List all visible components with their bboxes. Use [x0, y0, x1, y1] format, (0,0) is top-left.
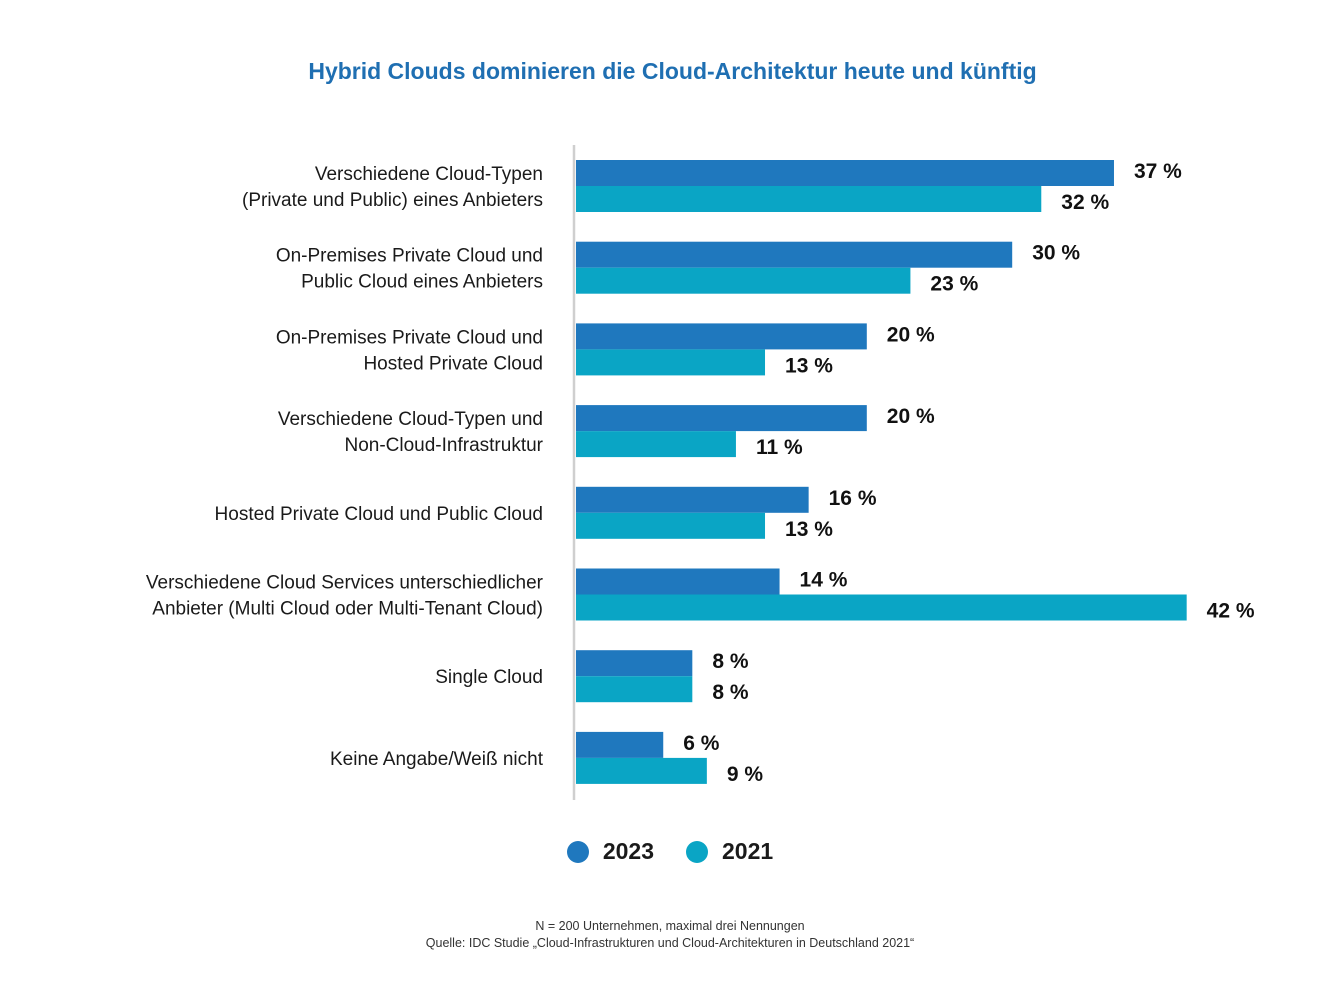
bar-2021 [576, 594, 1187, 621]
category-label: Non-Cloud-Infrastruktur [344, 435, 543, 456]
bar-2021 [576, 349, 766, 376]
value-label-2023: 14 % [800, 569, 848, 592]
legend-label-2023: 2023 [602, 838, 654, 864]
category-label: Hosted Private Cloud [363, 353, 543, 374]
legend: 2023 2021 [0, 838, 1333, 865]
legend-swatch-2023 [566, 840, 589, 863]
legend-item-2021: 2021 [686, 838, 773, 865]
value-label-2021: 13 % [785, 518, 833, 541]
value-label-2023: 30 % [1032, 242, 1080, 265]
category-label: Hosted Private Cloud und Public Cloud [215, 504, 543, 525]
bar-2023 [576, 731, 664, 758]
category-label: Anbieter (Multi Cloud oder Multi-Tenant … [152, 599, 543, 620]
footnote-sample: N = 200 Unternehmen, maximal drei Nennun… [535, 919, 805, 933]
category-label: Keine Angabe/Weiß nicht [330, 749, 544, 770]
value-label-2021: 42 % [1207, 600, 1255, 623]
value-label-2023: 20 % [887, 323, 935, 346]
footnote-source: Quelle: IDC Studie „Cloud-Infrastrukture… [425, 936, 915, 950]
category-label: (Private und Public) eines Anbieters [242, 190, 543, 211]
bar-2023 [576, 323, 867, 350]
bar-2021 [576, 431, 736, 458]
value-label-2023: 20 % [887, 405, 935, 428]
value-label-2021: 8 % [712, 681, 749, 704]
bar-2023 [576, 160, 1114, 186]
legend-item-2023: 2023 [566, 838, 654, 865]
legend-label-2021: 2021 [722, 838, 774, 864]
legend-swatch-2021 [686, 840, 708, 863]
value-label-2021: 23 % [930, 273, 978, 296]
value-label-2023: 6 % [683, 732, 720, 755]
bar-2023 [576, 241, 1013, 268]
category-label: Public Cloud eines Anbieters [301, 272, 543, 293]
bar-2021 [576, 267, 911, 294]
category-label: Verschiedene Cloud-Typen und [278, 409, 543, 430]
bar-2021 [576, 512, 766, 539]
bar-2021 [576, 186, 1042, 212]
bar-2021 [576, 676, 693, 703]
bar-2023 [576, 650, 693, 677]
value-label-2023: 16 % [829, 487, 877, 510]
bar-2021 [576, 757, 707, 784]
value-label-2021: 9 % [727, 763, 764, 786]
bar-2023 [576, 486, 809, 513]
value-label-2023: 37 % [1134, 160, 1182, 183]
category-label: Verschiedene Cloud-Typen [315, 164, 543, 185]
bar-2023 [576, 405, 867, 432]
category-label: On-Premises Private Cloud und [276, 327, 543, 348]
category-label: Verschiedene Cloud Services unterschiedl… [146, 573, 544, 594]
bar-2023 [576, 568, 780, 595]
value-label-2021: 32 % [1061, 191, 1109, 214]
value-label-2023: 8 % [712, 650, 749, 673]
category-label: Single Cloud [435, 667, 543, 688]
bar-chart: Verschiedene Cloud-Typen (Private und Pub… [146, 145, 1255, 800]
value-label-2021: 13 % [785, 354, 833, 377]
category-label: On-Premises Private Cloud und [276, 246, 543, 267]
value-label-2021: 11 % [756, 436, 803, 459]
chart-title: Hybrid Clouds dominieren die Cloud-Archi… [308, 58, 1037, 84]
